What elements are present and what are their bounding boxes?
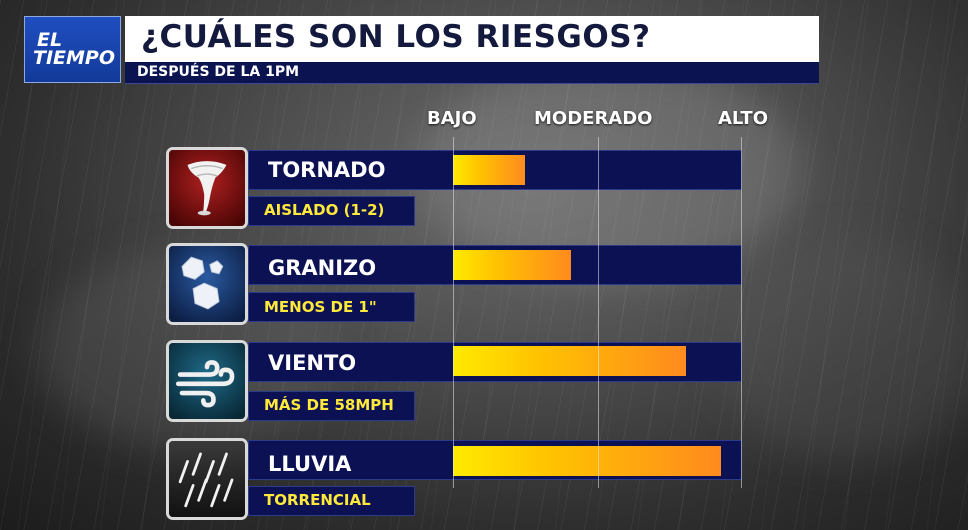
- risk-detail-wind: MÁS DE 58MPH: [264, 396, 394, 414]
- risk-name-rain: LLUVIA: [268, 452, 352, 476]
- scale-label-moderate: MODERADO: [534, 108, 653, 129]
- risk-level-bar: [453, 250, 572, 280]
- risk-detail-panel-wind: [248, 391, 415, 421]
- el-tiempo-logo: EL TIEMPO: [24, 16, 121, 83]
- wind-icon: [166, 340, 248, 422]
- risk-track-rain: [453, 446, 741, 476]
- risk-level-bar: [453, 446, 721, 476]
- risk-name-hail: GRANIZO: [268, 256, 377, 280]
- risk-track-wind: [453, 346, 741, 376]
- risk-detail-hail: MENOS DE 1": [264, 298, 377, 316]
- risk-track-hail: [453, 250, 741, 280]
- risk-detail-tornado: AISLADO (1-2): [264, 201, 385, 219]
- page-subtitle: DESPUÉS DE LA 1PM: [137, 64, 300, 80]
- scale-line-moderate: [598, 137, 599, 488]
- logo-line-1: EL: [37, 29, 63, 51]
- hail-icon: [166, 243, 248, 325]
- risk-name-tornado: TORNADO: [268, 158, 386, 182]
- subtitle-bar: DESPUÉS DE LA 1PM: [125, 62, 819, 84]
- tornado-icon: [166, 147, 248, 229]
- scale-line-high: [741, 137, 742, 488]
- page-title: ¿CUÁLES SON LOS RIESGOS?: [141, 19, 651, 55]
- scale-line-low: [453, 137, 454, 488]
- scale-label-low: BAJO: [427, 108, 477, 129]
- title-bar: ¿CUÁLES SON LOS RIESGOS?: [125, 16, 819, 62]
- risk-track-tornado: [453, 155, 741, 185]
- risk-level-bar: [453, 155, 525, 185]
- risk-detail-panel-rain: [248, 486, 415, 516]
- risk-detail-panel-tornado: [248, 196, 415, 226]
- risk-level-bar: [453, 346, 687, 376]
- rain-icon: [166, 438, 248, 520]
- risk-detail-rain: TORRENCIAL: [264, 491, 371, 509]
- logo-line-2: TIEMPO: [33, 47, 115, 69]
- risk-detail-panel-hail: [248, 292, 415, 322]
- risk-name-wind: VIENTO: [268, 351, 357, 375]
- scale-label-high: ALTO: [718, 108, 769, 129]
